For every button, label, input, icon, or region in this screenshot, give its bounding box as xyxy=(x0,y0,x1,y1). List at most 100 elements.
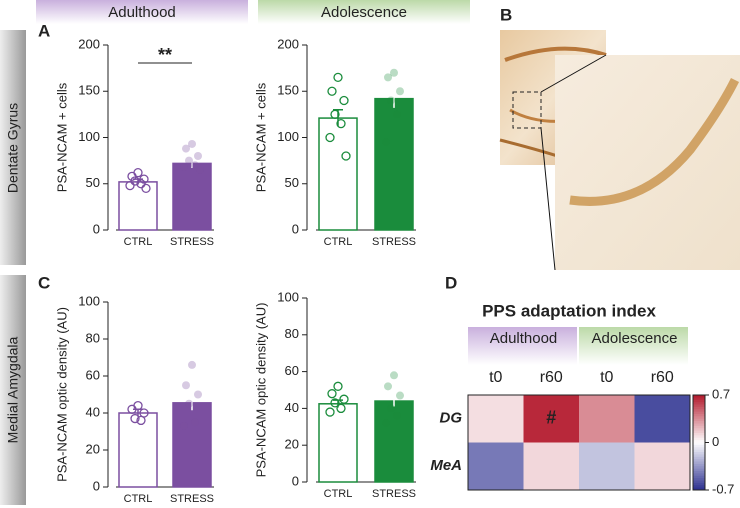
data-point xyxy=(387,404,395,413)
colorbar-step xyxy=(693,395,705,398)
data-point xyxy=(188,139,196,148)
y-tick-label: 50 xyxy=(86,175,100,190)
data-point xyxy=(333,72,343,83)
data-point xyxy=(180,421,188,430)
data-point xyxy=(188,360,196,369)
data-point xyxy=(336,118,346,129)
group-label: Adulthood xyxy=(490,330,558,347)
x-tick-label: STRESS xyxy=(372,236,416,248)
row-tab xyxy=(0,275,26,505)
colorbar-step xyxy=(693,449,705,453)
data-point xyxy=(393,411,401,420)
colorbar-step xyxy=(693,402,705,405)
x-tick-label: CTRL xyxy=(124,493,153,505)
colorbar-step xyxy=(693,416,705,420)
data-point xyxy=(191,161,199,170)
y-axis-title: PSA-NCAM optic density (AU) xyxy=(54,307,69,482)
heatmap-cell xyxy=(634,442,690,490)
y-tick-label: 20 xyxy=(86,441,100,456)
data-point xyxy=(191,418,199,427)
y-tick-label: 200 xyxy=(277,36,299,51)
data-point xyxy=(130,413,140,424)
colorbar-step xyxy=(693,430,705,434)
data-point xyxy=(325,407,335,417)
panel-label: C xyxy=(38,273,50,292)
y-tick-label: 80 xyxy=(285,326,299,341)
colorbar-step xyxy=(693,468,705,472)
colorbar-step xyxy=(693,404,705,408)
heatmap-frame xyxy=(467,394,691,491)
row-label: MeA xyxy=(430,457,462,474)
data-point xyxy=(390,68,398,77)
data-point xyxy=(133,400,143,411)
data-point xyxy=(180,163,188,172)
colorbar-step xyxy=(693,433,705,436)
column-label: r60 xyxy=(540,369,563,386)
data-point xyxy=(194,152,202,160)
data-point xyxy=(185,156,193,165)
header: Adolescence xyxy=(321,4,407,21)
colorbar-step xyxy=(693,435,705,439)
colorbar-step xyxy=(693,454,705,458)
significance-label: ** xyxy=(158,45,172,65)
data-point xyxy=(182,381,190,390)
colorbar-step xyxy=(693,406,705,410)
colorbar-step xyxy=(693,466,705,470)
colorbar-step xyxy=(693,471,705,474)
colorbar-tick-label: 0 xyxy=(712,434,719,449)
heatmap-cell xyxy=(468,442,524,490)
data-point xyxy=(393,110,401,119)
y-tick-label: 100 xyxy=(277,289,299,304)
colorbar-step xyxy=(693,456,705,460)
panel-label: A xyxy=(38,21,50,40)
y-tick-label: 60 xyxy=(86,367,100,382)
column-label: t0 xyxy=(489,369,502,386)
colorbar-step xyxy=(693,459,705,462)
y-tick-label: 80 xyxy=(86,330,100,345)
micrograph xyxy=(499,30,740,271)
error-bar xyxy=(187,158,197,169)
y-tick-label: 20 xyxy=(285,437,299,452)
colorbar-step xyxy=(693,421,705,424)
colorbar-step xyxy=(693,437,705,441)
data-point xyxy=(336,403,346,414)
heatmap-cell xyxy=(579,442,635,490)
colorbar-step xyxy=(693,444,705,448)
colorbar-step xyxy=(693,428,705,432)
data-point xyxy=(339,95,349,106)
data-point xyxy=(185,399,193,408)
colorbar-step xyxy=(693,440,705,443)
header-band xyxy=(36,0,248,24)
bar xyxy=(318,117,358,231)
colorbar-step xyxy=(693,461,705,465)
data-point xyxy=(384,73,392,82)
colorbar-step xyxy=(693,423,705,427)
data-point xyxy=(384,382,392,391)
colorbar-step xyxy=(693,482,705,486)
data-point xyxy=(196,165,204,174)
colorbar-step xyxy=(693,463,705,467)
data-point xyxy=(390,371,398,380)
bar xyxy=(172,402,212,488)
y-axis-title: PSA-NCAM + cells xyxy=(54,82,69,192)
data-point xyxy=(141,183,151,194)
x-tick-label: CTRL xyxy=(124,236,153,248)
y-axis-title: PSA-NCAM + cells xyxy=(253,82,268,192)
colorbar-step xyxy=(693,485,705,489)
data-point xyxy=(333,381,343,391)
header: Adulthood xyxy=(108,4,176,21)
y-tick-label: 50 xyxy=(285,175,299,190)
data-point xyxy=(330,398,340,408)
row-label: Dentate Gyrus xyxy=(5,103,21,193)
colorbar-step xyxy=(693,478,705,481)
data-point xyxy=(136,179,146,189)
data-point xyxy=(194,390,202,399)
data-point xyxy=(130,176,140,186)
data-point xyxy=(387,96,395,105)
chart-title: PPS adaptation index xyxy=(482,301,656,320)
colorbar-step xyxy=(693,473,705,477)
colorbar-tick-label: 0.7 xyxy=(712,386,730,401)
row-label: DG xyxy=(440,410,463,427)
colorbar-step xyxy=(693,414,705,417)
